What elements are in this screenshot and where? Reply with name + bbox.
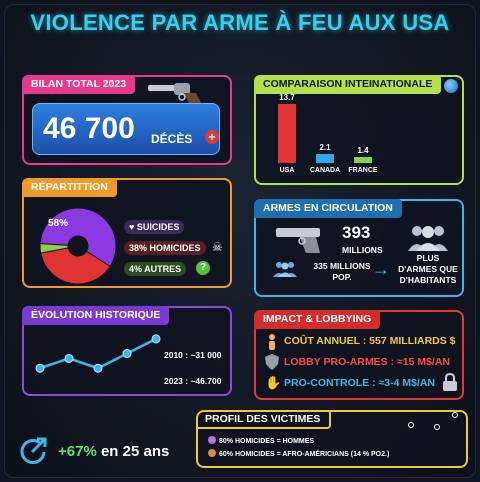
pie-hole	[68, 236, 88, 256]
impact-cout: COÛT ANNUEL : 557 MILLIARDS $	[284, 335, 456, 347]
pistol-icon	[276, 228, 320, 253]
arrow-right-icon: →	[372, 259, 390, 279]
arms-count: 393	[342, 223, 371, 242]
population-count: 335 MILLIONS	[313, 261, 371, 271]
bar-category-usa: USA	[279, 167, 295, 174]
deaths-box: 46 700 DÉCÈS +	[32, 103, 220, 155]
bar-france	[354, 157, 372, 163]
bar-canada	[316, 154, 334, 163]
growth-stat: +67% en 25 ans	[58, 443, 169, 460]
lock-icon	[443, 372, 457, 391]
legend-homicides: 38% HOMICIDES	[124, 241, 206, 255]
growth-value: +67%	[58, 443, 97, 460]
person-dot-icon	[208, 449, 216, 457]
impact-tag: IMPACT & LOBBYING	[254, 310, 381, 329]
arms-count-unit: MILLIONS	[342, 245, 383, 255]
comparaison-panel: COMPARAISON INTEINATIONALE 13.7 USA 2.1 CAN…	[254, 75, 464, 185]
revolver-icon	[148, 83, 202, 105]
armes-panel: ARMES EN CIRCULATION 393 MILLIONS 335 MI…	[254, 199, 464, 297]
globe-icon	[444, 79, 458, 93]
profil-line-2: 60% HOMICIDES = AFRO-AMÉRICIANS (14 % PO…	[208, 449, 389, 458]
evolution-panel: ÉVOLUTION HISTORIQUE 2010 : ~31 000 2023…	[22, 306, 232, 396]
repartition-pie-chart	[39, 207, 117, 285]
skull-icon: ☠	[212, 240, 223, 254]
conclusion-line-1: PLUS	[416, 253, 440, 263]
evolution-tag: ÉVOLUTION HISTORIQUE	[22, 306, 170, 325]
heart-icon: ♥︎	[129, 222, 137, 232]
impact-panel: IMPACT & LOBBYING COÛT ANNUEL : 557 MILL…	[254, 310, 464, 400]
deaths-unit: DÉCÈS	[151, 132, 193, 146]
plus-badge: +	[205, 130, 219, 144]
evolution-point-2	[93, 363, 103, 373]
growth-text: en 25 ans	[100, 443, 170, 460]
bar-category-france: FRANCE	[348, 167, 378, 174]
male-icon	[208, 436, 216, 444]
conclusion-line-3: D'HABITANTS	[399, 275, 457, 285]
people-small-icon	[273, 262, 297, 277]
impact-pro-controle: PRO-CONTROLE : ≈3-4 M$/AN	[284, 377, 436, 389]
decor-circle-1	[408, 422, 414, 428]
person-icon	[269, 334, 275, 350]
repartition-tag: RÉPARTITTION	[22, 178, 117, 197]
evolution-point-1	[64, 353, 74, 363]
bar-value-france: 1.4	[357, 146, 369, 155]
profil-tag: PROFIL DES VICTIMES	[196, 410, 332, 429]
bar-value-canada: 2.1	[319, 143, 331, 152]
evolution-label-2010: 2010 : ~31 000	[164, 350, 222, 360]
profil-line-1: 80% HOMICIDES = HOMMES	[208, 436, 314, 445]
people-large-icon	[408, 226, 448, 251]
legend-autres: 4% AUTRES	[124, 262, 187, 276]
population-unit: POP.	[332, 272, 352, 282]
pie-center-label: 58%	[48, 218, 69, 229]
legend-suicides: ♥︎ SUICIDES	[124, 220, 185, 234]
decor-circle-3	[452, 412, 458, 418]
comparaison-tag: COMPARAISON INTEINATIONALE	[254, 75, 442, 94]
growth-arrow-icon	[20, 437, 47, 464]
question-icon: ?	[196, 261, 210, 275]
bilan-panel: BILAN TOTAL 2023 46 700 DÉCÈS +	[22, 75, 232, 165]
bar-usa	[278, 104, 296, 163]
evolution-point-4	[151, 334, 161, 344]
armes-tag: ARMES EN CIRCULATION	[254, 199, 402, 218]
repartition-panel: RÉPARTITTION 58% ♥︎ SUICIDES 38% HOMICID…	[22, 178, 232, 288]
bar-value-usa: 13.7	[279, 93, 295, 103]
profil-panel: PROFIL DES VICTIMES 80% HOMICIDES = HOMM…	[196, 410, 468, 468]
bilan-tag: BILAN TOTAL 2023	[22, 75, 136, 94]
conclusion-line-2: D'ARMES QUE	[398, 264, 458, 274]
shield-icon	[265, 354, 279, 370]
deaths-count: 46 700	[43, 112, 135, 145]
decor-circle-2	[434, 424, 440, 430]
evolution-line-chart	[35, 334, 161, 373]
evolution-label-2023: 2023 : ~46.700	[164, 376, 222, 386]
hand-icon: ✋	[265, 375, 282, 390]
evolution-point-3	[122, 349, 132, 359]
evolution-point-0	[35, 363, 45, 373]
impact-lobby: LOBBY PRO-ARMES : ≈15 M$/AN	[284, 356, 451, 368]
bar-category-canada: CANADA	[309, 167, 341, 174]
page-title: VIOLENCE PAR ARME À FEU AUX USA	[30, 10, 450, 35]
